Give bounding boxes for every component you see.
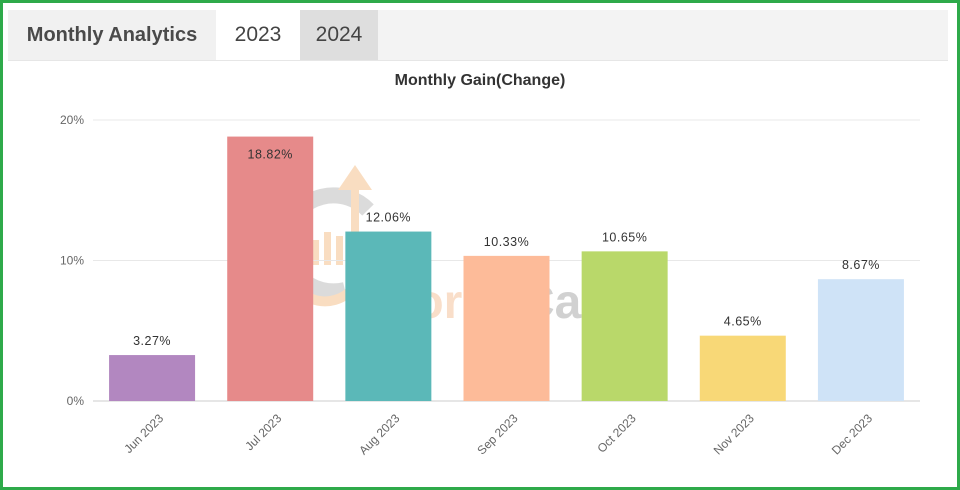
bar[interactable] [699, 335, 786, 401]
x-tick-label: Nov 2023 [711, 411, 757, 457]
x-tick-label: Oct 2023 [594, 411, 639, 456]
y-tick-label: 20% [60, 113, 84, 127]
x-tick-label: Sep 2023 [474, 411, 520, 457]
tab-2023[interactable]: 2023 [216, 10, 300, 60]
bar[interactable] [345, 231, 432, 401]
bar[interactable] [227, 136, 314, 402]
y-tick-label: 10% [60, 254, 84, 268]
bar[interactable] [581, 251, 668, 401]
data-label: 10.33% [484, 235, 529, 249]
data-label: 3.27% [133, 334, 171, 348]
tab-bar: Monthly Analytics 2023 2024 [8, 10, 948, 61]
y-tick-label: 0% [67, 394, 85, 408]
bar[interactable] [109, 355, 196, 401]
panel-title: Monthly Analytics [8, 10, 216, 60]
data-label: 18.82% [248, 148, 293, 162]
data-label: 12.06% [366, 211, 411, 225]
data-label: 10.65% [602, 230, 647, 244]
x-tick-label: Jul 2023 [242, 411, 284, 453]
bar[interactable] [817, 279, 904, 401]
x-tick-label: Aug 2023 [356, 411, 402, 457]
x-tick-label: Dec 2023 [829, 411, 875, 457]
tab-2024[interactable]: 2024 [300, 10, 378, 60]
data-label: 4.65% [724, 315, 762, 329]
data-label: 8.67% [842, 258, 880, 272]
bar[interactable] [463, 255, 550, 401]
x-tick-label: Jun 2023 [121, 411, 166, 456]
chart-title: Monthly Gain(Change) [394, 72, 566, 89]
